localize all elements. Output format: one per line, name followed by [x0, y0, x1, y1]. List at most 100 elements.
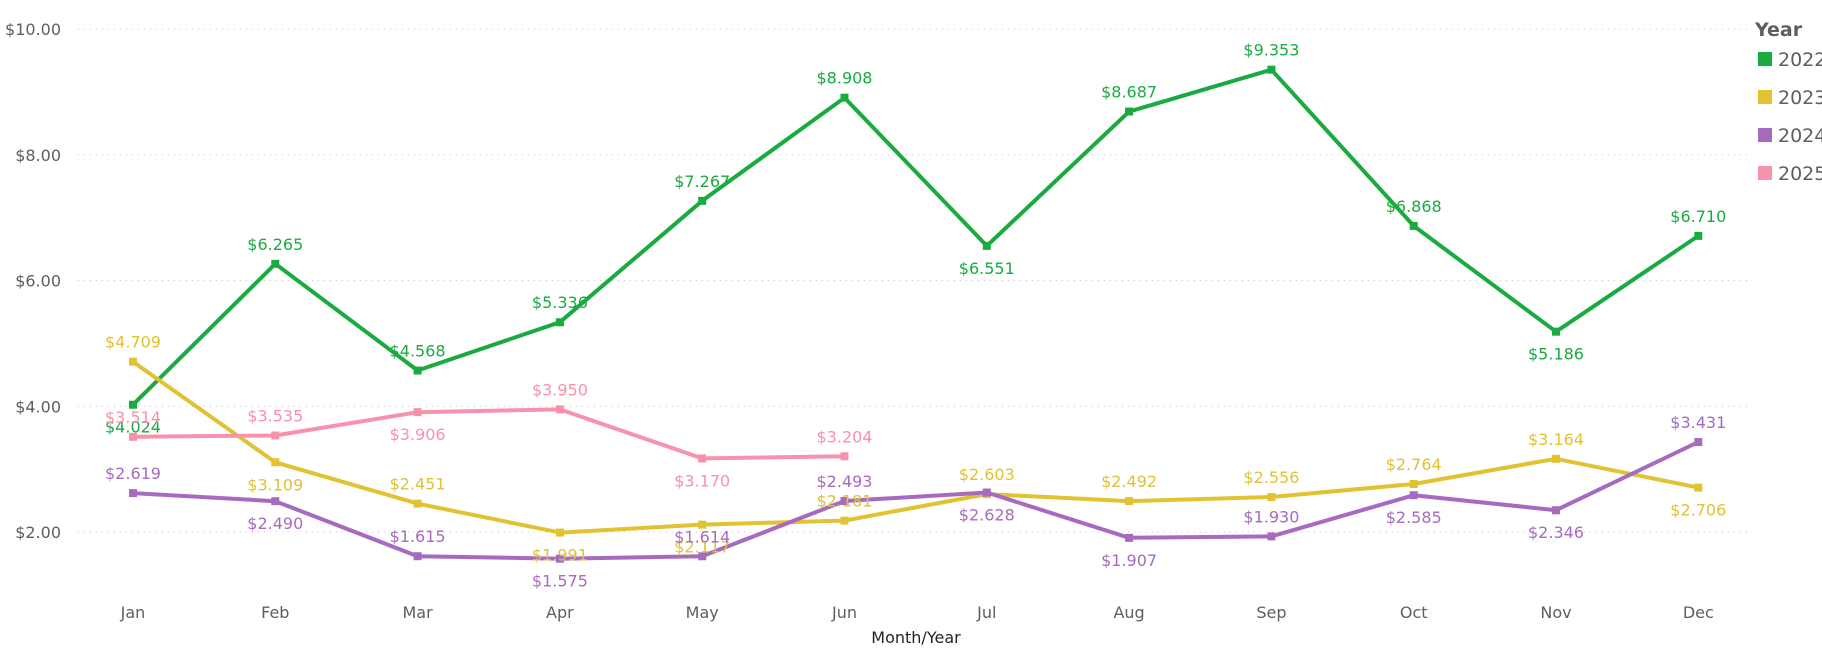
data-label-2025: $3.204 [817, 427, 873, 446]
data-point-2022[interactable] [1125, 107, 1134, 116]
data-point-2023[interactable] [413, 499, 422, 508]
data-point-2024[interactable] [271, 497, 280, 506]
data-point-2022[interactable] [1267, 65, 1276, 74]
legend-label-2022[interactable]: 2022 [1778, 49, 1822, 71]
x-tick-label: Apr [546, 603, 574, 622]
data-point-2023[interactable] [1552, 454, 1560, 463]
y-axis: $2.00 $4.00 $6.00 $8.00 $10.00 [5, 20, 61, 542]
data-point-2022[interactable] [271, 259, 280, 268]
data-point-2022[interactable] [1694, 231, 1703, 240]
gridlines [78, 28, 1752, 533]
data-labels: $4.024 $6.265 $4.568 $5.336 $7.267 $8.908 $6.5… [105, 41, 1726, 591]
data-label-2022: $8.908 [817, 69, 873, 88]
data-point-2025[interactable] [840, 452, 849, 461]
x-tick-label: Sep [1256, 603, 1286, 622]
data-point-2022[interactable] [982, 241, 991, 250]
data-point-2022[interactable] [1552, 327, 1560, 336]
data-label-2022: $6.710 [1670, 207, 1726, 226]
series-lines [129, 65, 1703, 563]
data-label-2024: $1.907 [1101, 551, 1157, 570]
series-line-2022 [131, 67, 1700, 407]
x-tick-label: Jan [120, 603, 146, 622]
data-point-2024[interactable] [840, 497, 849, 506]
data-point-2022[interactable] [698, 196, 707, 205]
data-label-2025: $3.514 [105, 408, 161, 427]
data-point-2024[interactable] [1409, 491, 1418, 500]
data-point-2024[interactable] [555, 554, 564, 563]
data-label-2022: $6.868 [1386, 197, 1442, 216]
data-point-2022[interactable] [1409, 221, 1418, 230]
data-label-2022: $5.336 [532, 293, 588, 312]
data-label-2023: $2.492 [1101, 472, 1157, 491]
legend-swatch-2024[interactable] [1758, 128, 1772, 142]
legend-title: Year [1754, 19, 1803, 41]
x-axis: Jan Feb Mar Apr May Jun Jul Aug Sep Oct Nov Dec [120, 603, 1714, 622]
data-label-2022: $4.568 [390, 342, 446, 361]
data-point-2025[interactable] [129, 432, 137, 441]
x-tick-label: Dec [1683, 603, 1714, 622]
data-point-2024[interactable] [1267, 532, 1276, 541]
legend-swatch-2022[interactable] [1758, 52, 1772, 66]
data-label-2024: $2.619 [105, 464, 161, 483]
data-label-2023: $3.109 [247, 475, 303, 494]
data-label-2023: $2.764 [1386, 455, 1442, 474]
legend-label-2023[interactable]: 2023 [1778, 87, 1822, 109]
series-line-2023 [131, 360, 1699, 535]
data-point-2023[interactable] [555, 528, 564, 537]
data-label-2025: $3.535 [247, 406, 303, 425]
data-point-2022[interactable] [413, 366, 422, 375]
legend-label-2025[interactable]: 2025 [1778, 163, 1822, 185]
data-point-2025[interactable] [698, 454, 707, 463]
data-point-2024[interactable] [413, 552, 422, 561]
legend-label-2024[interactable]: 2024 [1778, 125, 1822, 147]
data-label-2023: $3.164 [1528, 430, 1584, 449]
legend-swatch-2023[interactable] [1758, 90, 1772, 104]
data-label-2023: $2.117 [674, 538, 730, 557]
data-point-2022[interactable] [129, 400, 137, 409]
data-point-2022[interactable] [840, 93, 849, 102]
data-label-2024: $2.346 [1528, 523, 1584, 542]
y-tick-label: $10.00 [5, 20, 61, 39]
data-label-2024: $2.585 [1386, 508, 1442, 527]
data-point-2023[interactable] [1267, 493, 1276, 502]
data-point-2025[interactable] [555, 405, 564, 414]
data-point-2023[interactable] [1409, 479, 1418, 488]
data-point-2024[interactable] [1125, 533, 1134, 542]
data-point-2024[interactable] [1552, 506, 1560, 515]
data-label-2024: $1.615 [390, 527, 446, 546]
y-tick-label: $6.00 [15, 272, 61, 291]
data-label-2023: $2.603 [959, 465, 1015, 484]
data-point-2023[interactable] [129, 357, 137, 366]
data-label-2025: $3.950 [532, 380, 588, 399]
data-point-2024[interactable] [982, 488, 991, 497]
series-line-2024 [132, 440, 1700, 561]
data-point-2023[interactable] [840, 516, 849, 525]
x-tick-label: May [686, 603, 719, 622]
data-point-2024[interactable] [1694, 438, 1703, 447]
data-label-2023: $2.706 [1670, 501, 1726, 520]
data-label-2024: $3.431 [1670, 413, 1726, 432]
data-label-2022: $7.267 [674, 172, 730, 191]
data-label-2024: $2.493 [817, 472, 873, 491]
data-label-2024: $2.490 [247, 514, 303, 533]
data-label-2023: $2.556 [1243, 468, 1299, 487]
data-label-2024: $1.930 [1243, 507, 1299, 526]
legend-swatch-2025[interactable] [1758, 166, 1772, 180]
data-label-2022: $6.551 [959, 259, 1015, 278]
data-point-2023[interactable] [271, 458, 280, 467]
y-tick-label: $8.00 [15, 146, 61, 165]
data-point-2023[interactable] [698, 520, 707, 529]
data-point-2024[interactable] [129, 489, 137, 498]
data-point-2025[interactable] [413, 408, 422, 417]
data-point-2023[interactable] [1694, 483, 1703, 492]
series-line-2025 [132, 407, 845, 461]
data-label-2024: $2.628 [959, 506, 1015, 525]
data-point-2025[interactable] [271, 431, 280, 440]
data-point-2022[interactable] [555, 318, 564, 327]
data-point-2024[interactable] [698, 552, 707, 561]
data-label-2025: $3.170 [674, 471, 730, 490]
data-point-2023[interactable] [1125, 497, 1134, 506]
data-label-2024: $1.575 [532, 572, 588, 591]
